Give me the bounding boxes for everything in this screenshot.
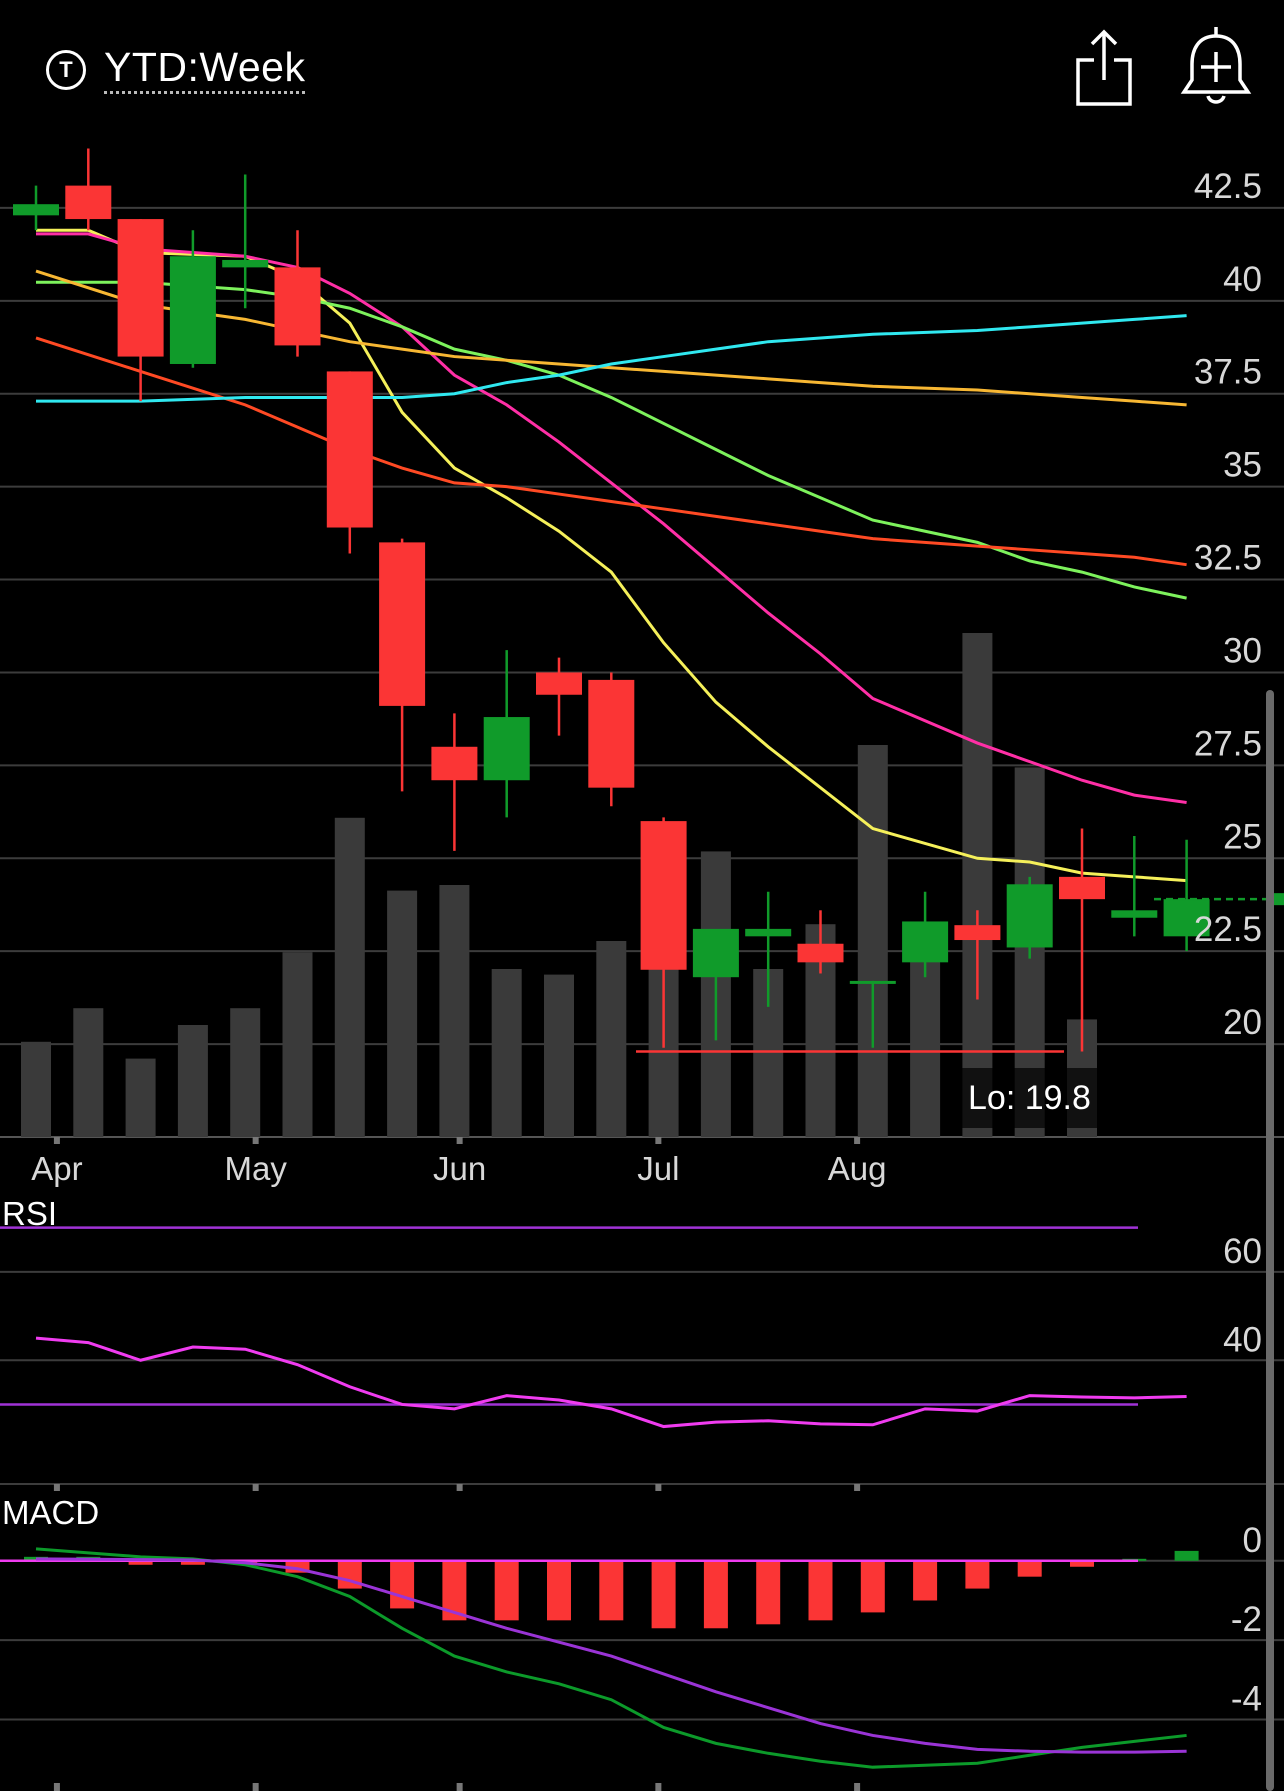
candle-body	[326, 371, 373, 528]
low-price-label: Lo: 19.8	[968, 1079, 1091, 1117]
macd-histogram-bar	[808, 1560, 833, 1621]
range-selector[interactable]: T YTD:Week	[46, 40, 306, 100]
candle-body	[536, 672, 582, 695]
candle-body	[169, 256, 216, 364]
candle-body	[954, 925, 1001, 941]
x-axis-label: May	[224, 1150, 287, 1187]
chart-header: T YTD:Week	[0, 0, 1284, 120]
macd-axis-tick: 0	[1243, 1521, 1262, 1560]
volume-bar	[491, 969, 522, 1137]
price-axis-tick: 22.5	[1194, 910, 1262, 949]
volume-bar	[73, 1008, 104, 1137]
candle-body	[117, 219, 164, 357]
chart-area[interactable]: Lo: 19.8 42.5 40 37.5 35 32.5 30 27.5 25 22.5 20 A…	[0, 120, 1284, 1791]
rsi-panel-title: RSI	[2, 1195, 58, 1232]
candle-body	[1006, 884, 1053, 948]
rsi-axis-tick: 60	[1223, 1232, 1262, 1271]
candle-body	[640, 821, 687, 970]
macd-signal-line	[35, 1557, 1187, 1754]
macd-histogram-bar	[860, 1560, 885, 1613]
macd-axis-tick: -2	[1231, 1600, 1262, 1639]
share-button[interactable]	[1072, 26, 1136, 110]
volume-bar	[21, 1041, 51, 1137]
rsi-line	[35, 1336, 1187, 1429]
macd-histogram-bar	[651, 1560, 676, 1629]
candle-body	[797, 943, 844, 963]
price-axis-tick: 27.5	[1194, 724, 1262, 763]
macd-axis-tick: -4	[1231, 1680, 1262, 1719]
macd-histogram-bar	[965, 1560, 990, 1589]
volume-bar	[439, 885, 470, 1137]
candle-body	[1059, 876, 1105, 900]
price-axis-tick: 42.5	[1194, 167, 1262, 206]
price-axis-tick: 20	[1223, 1003, 1262, 1042]
macd-histogram-bar	[285, 1560, 310, 1573]
candle-body	[274, 267, 321, 346]
candle-body	[431, 746, 478, 781]
candle-body	[1111, 910, 1158, 918]
macd-histogram-bar	[1070, 1560, 1094, 1567]
price-axis-tick: 25	[1223, 817, 1262, 856]
volume-bar	[596, 941, 627, 1137]
macd-histogram-bar	[494, 1560, 519, 1621]
price-axis-tick: 32.5	[1194, 539, 1262, 578]
candle-body	[13, 204, 59, 216]
volume-bar	[910, 957, 941, 1137]
candle-body	[902, 921, 949, 963]
price-axis-tick: 35	[1223, 446, 1262, 485]
candle-body	[222, 259, 269, 268]
macd-histogram-bar	[1017, 1560, 1042, 1577]
x-axis-label: Aug	[828, 1150, 887, 1187]
macd-histogram-bar	[547, 1560, 571, 1621]
macd-histogram-bar	[128, 1560, 153, 1565]
candle-body	[379, 542, 426, 706]
add-alert-bell-icon	[1180, 27, 1252, 104]
macd-histogram-bar	[180, 1560, 205, 1565]
volume-bar	[334, 817, 365, 1137]
candle-body	[1163, 899, 1210, 937]
low-label-bg	[962, 1068, 1102, 1128]
range-label: YTD:Week	[104, 45, 306, 95]
add-alert-button[interactable]	[1180, 24, 1252, 108]
macd-histogram-bar	[1174, 1550, 1199, 1561]
candle-body	[692, 928, 739, 978]
volume-bar	[230, 1008, 261, 1137]
candle-body	[745, 928, 792, 937]
volume-bar	[857, 745, 888, 1137]
price-axis-tick: 37.5	[1194, 353, 1262, 392]
x-axis-label: Jun	[433, 1150, 486, 1187]
candle-body	[483, 717, 530, 781]
macd-histogram-bar	[913, 1560, 938, 1601]
candle-body	[65, 185, 112, 220]
moving-average-line	[35, 336, 1187, 567]
price-axis-tick: 30	[1223, 631, 1262, 670]
macd-histogram-bar	[703, 1560, 728, 1629]
vertical-scrollbar[interactable]	[1266, 690, 1274, 1791]
candle-body	[849, 980, 896, 984]
share-icon	[1076, 29, 1132, 106]
macd-histogram-bar	[599, 1560, 624, 1621]
volume-bar	[544, 974, 574, 1137]
volume-bar	[177, 1025, 208, 1137]
x-axis-label: Apr	[31, 1150, 82, 1187]
t-circle-icon: T	[46, 50, 86, 90]
rsi-axis-tick: 40	[1223, 1320, 1262, 1359]
macd-histogram-bar	[756, 1560, 781, 1625]
macd-panel-title: MACD	[2, 1494, 100, 1531]
last-price-marker	[1274, 893, 1284, 906]
price-axis-tick: 40	[1223, 260, 1262, 299]
candle-body	[588, 679, 635, 788]
volume-bar	[387, 890, 418, 1137]
volume-bar	[282, 952, 313, 1137]
volume-bar	[125, 1058, 156, 1137]
macd-histogram-bar	[390, 1560, 415, 1609]
x-axis-label: Jul	[637, 1150, 679, 1187]
volume-bar	[962, 633, 993, 1137]
